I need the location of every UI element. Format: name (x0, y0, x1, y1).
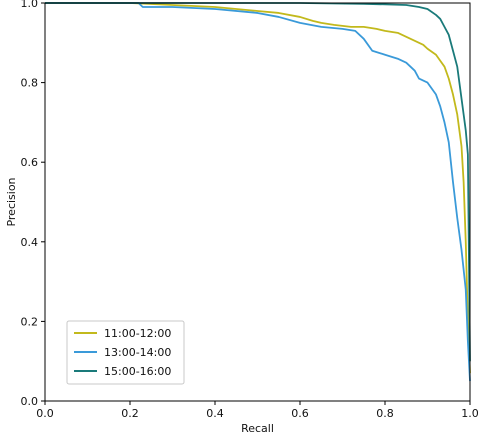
tick-labels: 0.0 0.2 0.4 0.6 0.8 1.0 0.0 0.2 0.4 0.6 0.8 1.0 (21, 0, 479, 420)
legend: 11:00-12:00 13:00-14:00 15:00-16:00 (66, 320, 185, 385)
y-tick-label: 0.2 (21, 315, 39, 328)
x-tick-label: 0.4 (206, 407, 224, 420)
legend-label-1: 11:00-12:00 (104, 327, 171, 340)
tick-marks (41, 2, 471, 405)
y-tick-label: 0.8 (21, 77, 39, 90)
y-tick-label: 0.4 (21, 236, 39, 249)
x-axis-label: Recall (241, 422, 274, 435)
y-tick-label: 0.0 (21, 395, 39, 408)
x-tick-label: 0.2 (121, 407, 139, 420)
legend-label-2: 13:00-14:00 (104, 346, 171, 359)
x-tick-label: 0.6 (291, 407, 309, 420)
plot-frame (44, 2, 471, 402)
y-tick-label: 1.0 (21, 0, 39, 10)
series-line-1 (45, 2, 471, 374)
x-tick-label: 0.0 (36, 407, 54, 420)
legend-box (66, 320, 185, 385)
y-axis-label: Precision (5, 177, 18, 226)
y-tick-label: 0.6 (21, 156, 39, 169)
x-tick-label: 1.0 (461, 407, 479, 420)
series-line-2 (45, 2, 471, 382)
legend-label-3: 15:00-16:00 (104, 365, 171, 378)
x-tick-label: 0.8 (376, 407, 394, 420)
